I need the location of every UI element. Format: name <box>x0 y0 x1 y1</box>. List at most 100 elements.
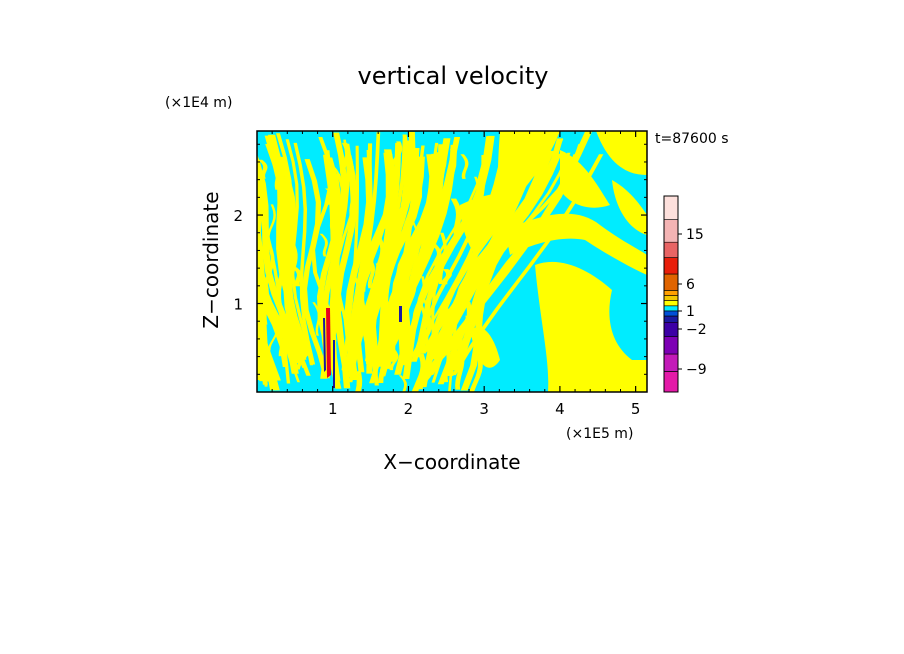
positive-streak <box>353 318 361 360</box>
positive-streak <box>382 197 396 229</box>
positive-streak <box>441 269 452 285</box>
positive-streak <box>267 204 276 240</box>
positive-streak <box>364 145 425 362</box>
x-axis-unit: (×1E5 m) <box>566 426 633 442</box>
y-axis-label: Z−coordinate <box>199 191 223 328</box>
positive-streak <box>378 333 391 383</box>
positive-streak <box>263 247 275 289</box>
positive-streak <box>381 155 423 362</box>
positive-streak <box>291 267 302 287</box>
colorbar-swatch <box>663 315 679 323</box>
positive-streak <box>348 142 402 365</box>
positive-region <box>560 150 610 208</box>
positive-streak <box>275 242 289 295</box>
positive-streak <box>401 184 416 239</box>
positive-streak <box>369 131 416 354</box>
positive-streak <box>419 303 427 353</box>
positive-streak <box>340 142 351 174</box>
positive-streak <box>289 241 298 285</box>
colorbar-swatch <box>663 257 679 275</box>
positive-streak <box>415 154 488 358</box>
colorbar-tick-label: 6 <box>686 277 695 293</box>
colorbar-swatch <box>663 295 679 301</box>
positive-streak <box>326 150 334 379</box>
positive-streak <box>293 142 316 365</box>
positive-region <box>596 131 647 175</box>
positive-streak <box>257 365 261 380</box>
positive-streak <box>391 201 401 241</box>
strong-downdraft <box>333 340 335 388</box>
positive-streak <box>447 344 458 376</box>
positive-streak <box>389 141 403 169</box>
positive-streak <box>438 232 448 284</box>
positive-streak <box>422 298 431 352</box>
positive-streak <box>356 149 396 364</box>
positive-streak <box>411 221 420 271</box>
x-tick-label: 3 <box>479 400 489 418</box>
positive-streak <box>312 302 321 336</box>
colorbar-swatch <box>663 290 679 296</box>
positive-streak <box>287 232 295 266</box>
positive-streak <box>257 159 268 179</box>
y-axis: 12 <box>233 143 647 375</box>
positive-streak <box>257 304 281 381</box>
chart-title: vertical velocity <box>358 62 549 90</box>
positive-streak <box>278 313 291 357</box>
positive-streak <box>272 154 281 190</box>
colorbar-swatch <box>663 353 679 372</box>
colorbar-swatch <box>663 300 679 307</box>
positive-streak <box>295 341 311 370</box>
velocity-field <box>257 131 647 392</box>
strong-downdraft <box>323 318 326 372</box>
positive-streak <box>265 144 300 383</box>
x-axis: 1 2 3 4 5 <box>271 131 641 418</box>
positive-streak <box>386 153 442 353</box>
positive-streak <box>336 173 345 223</box>
positive-streak <box>435 152 447 186</box>
positive-streak <box>376 288 386 307</box>
positive-streak <box>401 159 414 197</box>
positive-streak <box>383 144 458 357</box>
positive-streak <box>420 314 433 350</box>
positive-streak <box>451 154 604 376</box>
y-axis-unit: (×1E4 m) <box>165 95 232 111</box>
positive-region <box>505 213 647 275</box>
positive-streak <box>443 308 454 353</box>
positive-streak <box>351 272 360 314</box>
positive-streak <box>335 268 344 285</box>
colorbar-swatch <box>663 321 679 337</box>
x-tick-label: 2 <box>404 400 414 418</box>
colorbar-tick-label: −9 <box>686 362 707 378</box>
positive-streak <box>398 375 407 392</box>
colorbar-swatch <box>663 310 679 317</box>
colorbar-swatch <box>663 371 679 393</box>
positive-streak <box>346 132 381 361</box>
positive-region <box>470 327 500 368</box>
positive-streak <box>416 364 434 390</box>
positive-streak <box>400 188 410 204</box>
positive-streak <box>281 168 291 200</box>
y-tick-label: 2 <box>233 207 243 225</box>
plot-area <box>257 131 647 392</box>
positive-streak <box>370 263 382 303</box>
positive-streak <box>460 140 547 391</box>
positive-streak <box>460 154 469 179</box>
colorbar-swatch <box>663 195 679 220</box>
colorbar: 15 6 1 −2 −9 <box>663 195 707 393</box>
positive-streak <box>355 371 363 392</box>
x-tick-label: 1 <box>328 400 338 418</box>
time-label: t=87600 s <box>655 131 729 147</box>
colorbar-tick-label: 1 <box>686 304 695 320</box>
positive-streak <box>301 159 329 375</box>
x-tick-label: 5 <box>631 400 641 418</box>
positive-region <box>612 180 647 235</box>
positive-streak <box>285 139 314 366</box>
positive-streak <box>385 182 397 233</box>
positive-streak <box>412 276 426 318</box>
positive-streak <box>333 297 343 322</box>
colorbar-swatch <box>663 336 679 355</box>
positive-region <box>460 193 520 255</box>
positive-streak <box>400 316 412 366</box>
positive-streak <box>401 271 417 321</box>
